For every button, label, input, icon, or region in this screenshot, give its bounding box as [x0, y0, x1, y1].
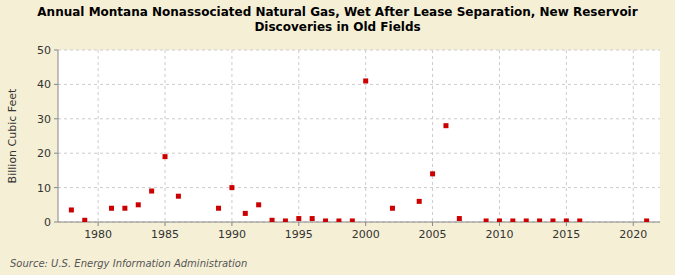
point — [564, 218, 569, 222]
tick-label: 0 — [44, 216, 51, 229]
grid-line — [58, 153, 660, 154]
tick — [633, 222, 634, 226]
tick-label: 2015 — [552, 228, 580, 241]
point — [176, 194, 181, 199]
point — [457, 216, 462, 221]
source: Source: U.S. Energy Information Administ… — [10, 258, 247, 269]
grid — [58, 50, 660, 222]
title: Annual Montana Nonassociated Natural Gas… — [37, 5, 637, 34]
tick — [298, 222, 299, 226]
point — [122, 206, 127, 211]
point — [256, 202, 261, 207]
tick-label: 2020 — [619, 228, 647, 241]
plot-area — [58, 50, 660, 222]
grid-line — [58, 84, 660, 85]
grid-line — [633, 50, 634, 222]
x-axis — [58, 222, 660, 223]
point — [390, 206, 395, 211]
point — [136, 202, 141, 207]
point — [243, 211, 248, 216]
grid-line — [58, 187, 660, 188]
tick — [499, 222, 500, 226]
point — [644, 218, 649, 222]
background — [0, 0, 675, 275]
tick-label: 2010 — [485, 228, 513, 241]
grid-line — [165, 50, 166, 222]
tick-label: 2000 — [352, 228, 380, 241]
point — [270, 218, 275, 222]
tick — [365, 222, 366, 226]
tick-label: 10 — [37, 182, 51, 195]
tick-label: 1985 — [151, 228, 179, 241]
point — [149, 189, 154, 194]
tick-label: 20 — [37, 147, 51, 160]
tick-label: 1990 — [218, 228, 246, 241]
point — [443, 123, 448, 128]
tick-label: 50 — [37, 44, 51, 57]
grid-line — [58, 118, 660, 119]
point — [524, 218, 529, 222]
grid-line — [58, 222, 660, 223]
tick — [231, 222, 232, 226]
tick-label: 1995 — [285, 228, 313, 241]
tick-label: 40 — [37, 78, 51, 91]
point — [163, 154, 168, 159]
grid-line — [58, 50, 660, 51]
point — [69, 207, 74, 212]
point — [430, 171, 435, 176]
tick-label: 2005 — [419, 228, 447, 241]
point — [550, 218, 555, 222]
point — [109, 206, 114, 211]
point — [417, 199, 422, 204]
y-axis-label: Billion Cubic Feet — [6, 88, 19, 183]
tick-label: 30 — [37, 113, 51, 126]
tick-label: 1980 — [84, 228, 112, 241]
grid-line — [365, 50, 366, 222]
title-line: Discoveries in Old Fields — [254, 20, 420, 34]
point — [577, 218, 582, 222]
grid-line — [566, 50, 567, 222]
point — [296, 216, 301, 221]
grid-line — [298, 50, 299, 222]
grid-line — [231, 50, 232, 222]
point — [363, 78, 368, 83]
point — [310, 216, 315, 221]
point — [283, 218, 288, 222]
point — [537, 218, 542, 222]
tick — [54, 118, 58, 119]
point — [82, 218, 87, 222]
grid-line — [499, 50, 500, 222]
point — [497, 218, 502, 222]
point — [216, 206, 221, 211]
point — [510, 218, 515, 222]
tick — [54, 222, 58, 223]
point — [336, 218, 341, 222]
title-line: Annual Montana Nonassociated Natural Gas… — [37, 5, 637, 19]
tick — [566, 222, 567, 226]
tick — [432, 222, 433, 226]
chart: Annual Montana Nonassociated Natural Gas… — [0, 0, 675, 275]
grid-line — [98, 50, 99, 222]
tick — [54, 187, 58, 188]
tick — [54, 84, 58, 85]
tick — [54, 50, 58, 51]
point — [350, 218, 355, 222]
point — [323, 218, 328, 222]
y-axis — [58, 50, 59, 222]
points — [69, 78, 649, 222]
tick — [98, 222, 99, 226]
point — [229, 185, 234, 190]
point — [484, 218, 489, 222]
tick — [54, 153, 58, 154]
grid-line — [432, 50, 433, 222]
tick — [165, 222, 166, 226]
